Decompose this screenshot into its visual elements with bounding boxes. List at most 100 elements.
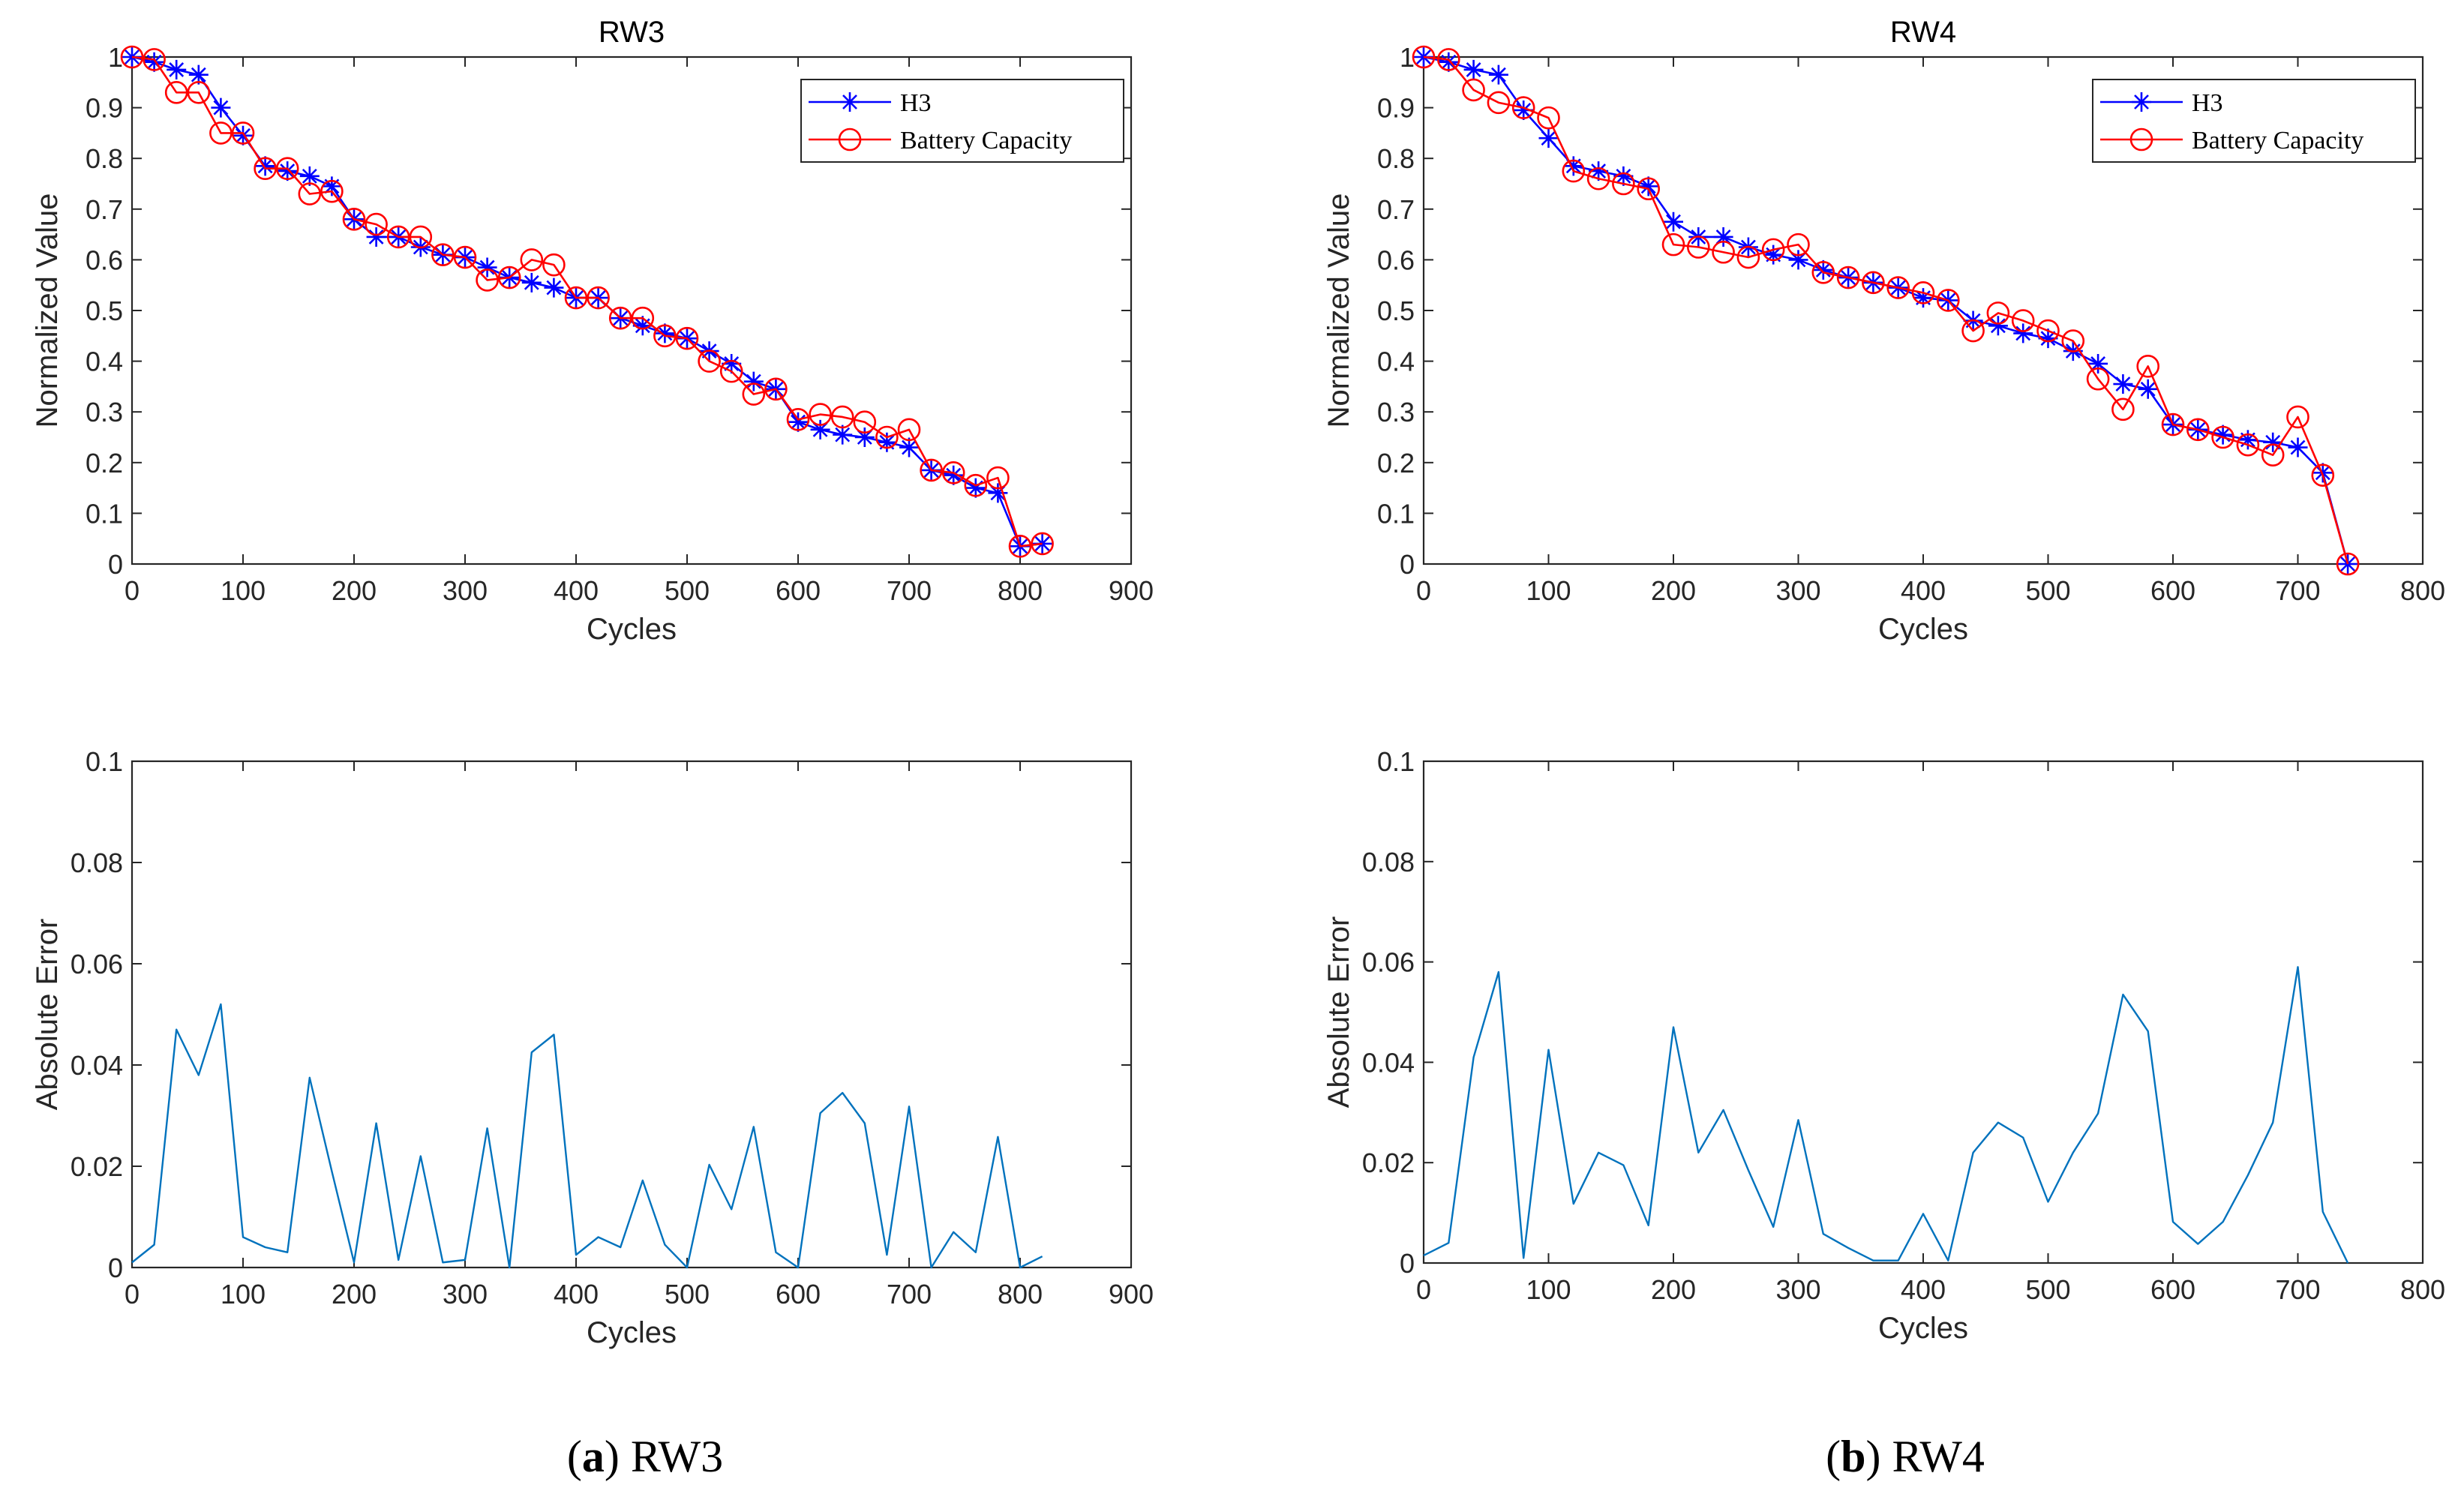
y-tick-label: 0.3 [86, 397, 123, 428]
data-point-capacity [875, 425, 899, 449]
data-point-capacity [698, 350, 721, 373]
plot-frame [131, 760, 1133, 1269]
data-point-h3 [899, 437, 919, 458]
data-point-h3 [2113, 374, 2133, 394]
legend-circle-icon [2129, 128, 2153, 152]
data-point-h3 [521, 272, 542, 292]
legend-label: H3 [900, 89, 932, 117]
data-point-capacity [1787, 232, 1810, 256]
data-point-capacity [497, 266, 521, 290]
x-tick-label: 100 [1526, 575, 1571, 606]
x-tick-label: 600 [776, 575, 821, 606]
data-point-capacity [1031, 532, 1054, 556]
y-tick-label: 0.7 [86, 194, 123, 225]
legend-star-icon [840, 92, 860, 112]
data-point-h3 [2263, 432, 2283, 452]
data-point-h3 [965, 478, 986, 498]
data-point-h3 [944, 465, 964, 485]
data-point-capacity [2111, 398, 2135, 422]
data-point-h3 [722, 353, 742, 374]
x-tick-label: 100 [221, 575, 266, 606]
y-tick-label: 0.6 [86, 244, 123, 275]
y-tick-label: 0.6 [1377, 244, 1415, 275]
data-point-h3 [1988, 316, 2008, 336]
x-tick-label: 700 [887, 575, 932, 606]
data-point-capacity [675, 326, 699, 350]
series-line-plain [1423, 966, 2349, 1264]
data-point-capacity [1537, 106, 1560, 130]
x-tick-label: 0 [125, 575, 140, 606]
data-point-capacity [2036, 319, 2060, 343]
legend: H3 Battery Capacity [2092, 79, 2416, 163]
data-point-capacity [1961, 319, 1985, 343]
chart-rw3-bottom: 0 100 200 300 400 500 600 700 800 900 0 0.02 0.04 0.0… [31, 746, 1154, 1349]
x-tick-label: 400 [554, 575, 599, 606]
data-point-capacity [809, 403, 832, 426]
x-tick-label: 100 [1526, 1274, 1571, 1305]
x-tick-label: 100 [221, 1279, 266, 1310]
data-point-h3 [1813, 260, 1833, 280]
x-tick-label: 700 [2275, 575, 2320, 606]
y-tick-label: 0 [1400, 549, 1415, 580]
data-point-capacity [2086, 367, 2110, 391]
data-point-capacity [187, 81, 211, 104]
y-tick-label: 0.8 [86, 143, 123, 174]
y-tick-label: 0.8 [1377, 143, 1415, 174]
data-point-capacity [1937, 289, 1960, 312]
x-tick-label: 800 [2400, 575, 2445, 606]
x-tick-label: 300 [443, 1279, 488, 1310]
x-tick-label: 600 [776, 1279, 821, 1310]
data-point-capacity [830, 405, 854, 429]
data-point-h3 [1913, 288, 1933, 308]
x-tick-label: 500 [665, 575, 710, 606]
data-point-capacity [1862, 271, 1885, 295]
y-axis-label: Absolute Error [31, 919, 64, 1111]
chart-rw4-bottom: 0 100 200 300 400 500 600 700 800 0 0.02 0.04 0.06 0.… [1322, 746, 2445, 1345]
data-point-h3 [278, 161, 298, 182]
data-point-capacity [764, 377, 788, 401]
data-point-capacity [1586, 166, 1610, 190]
x-tick-label: 0 [125, 1279, 140, 1310]
x-tick-label: 800 [998, 1279, 1043, 1310]
y-tick-label: 0.06 [71, 949, 123, 980]
y-tick-label: 1 [1400, 42, 1415, 73]
data-point-capacity [653, 324, 677, 348]
x-tick-label: 300 [1775, 575, 1820, 606]
data-point-capacity [1886, 276, 1910, 299]
caption-b-letter: b [1841, 1432, 1866, 1481]
x-tick-label: 500 [665, 1279, 710, 1310]
data-point-capacity [1836, 266, 1860, 290]
data-point-capacity [2011, 309, 2035, 332]
caption-b-label: RW4 [1880, 1432, 1985, 1481]
y-tick-label: 0.08 [71, 848, 123, 878]
data-point-capacity [2286, 405, 2309, 429]
data-point-capacity [2261, 443, 2285, 466]
data-point-capacity [1986, 302, 2010, 325]
series-line-plain [131, 1003, 1043, 1269]
data-point-capacity [986, 466, 1010, 490]
data-point-capacity [1612, 172, 1635, 196]
x-tick-label: 200 [1651, 1274, 1696, 1305]
data-point-capacity [1761, 238, 1785, 262]
data-point-capacity [164, 81, 188, 104]
data-point-h3 [1638, 176, 1658, 196]
chart-rw4-top: 0 100 200 300 400 500 600 700 800 0 0.1 0.2 0.3 0.4 0.… [1322, 16, 2445, 646]
legend-circle-icon [838, 128, 862, 152]
y-tick-label: 0.08 [1362, 847, 1415, 878]
data-point-capacity [2061, 329, 2085, 352]
x-tick-label: 400 [554, 1279, 599, 1310]
chart-title: RW4 [1890, 16, 1956, 49]
data-point-capacity [853, 410, 877, 434]
data-point-capacity [608, 306, 632, 330]
data-point-h3 [188, 64, 209, 85]
legend-star-icon [2132, 92, 2151, 112]
y-tick-label: 0.2 [86, 448, 123, 478]
data-point-capacity [431, 243, 455, 266]
x-tick-label: 200 [1651, 575, 1696, 606]
caption-a: (a) RW3 [345, 1431, 945, 1483]
data-point-capacity [920, 458, 943, 482]
data-point-capacity [941, 461, 965, 484]
data-point-h3 [988, 483, 1008, 503]
data-point-capacity [2161, 412, 2185, 436]
y-tick-label: 0.4 [86, 346, 123, 377]
